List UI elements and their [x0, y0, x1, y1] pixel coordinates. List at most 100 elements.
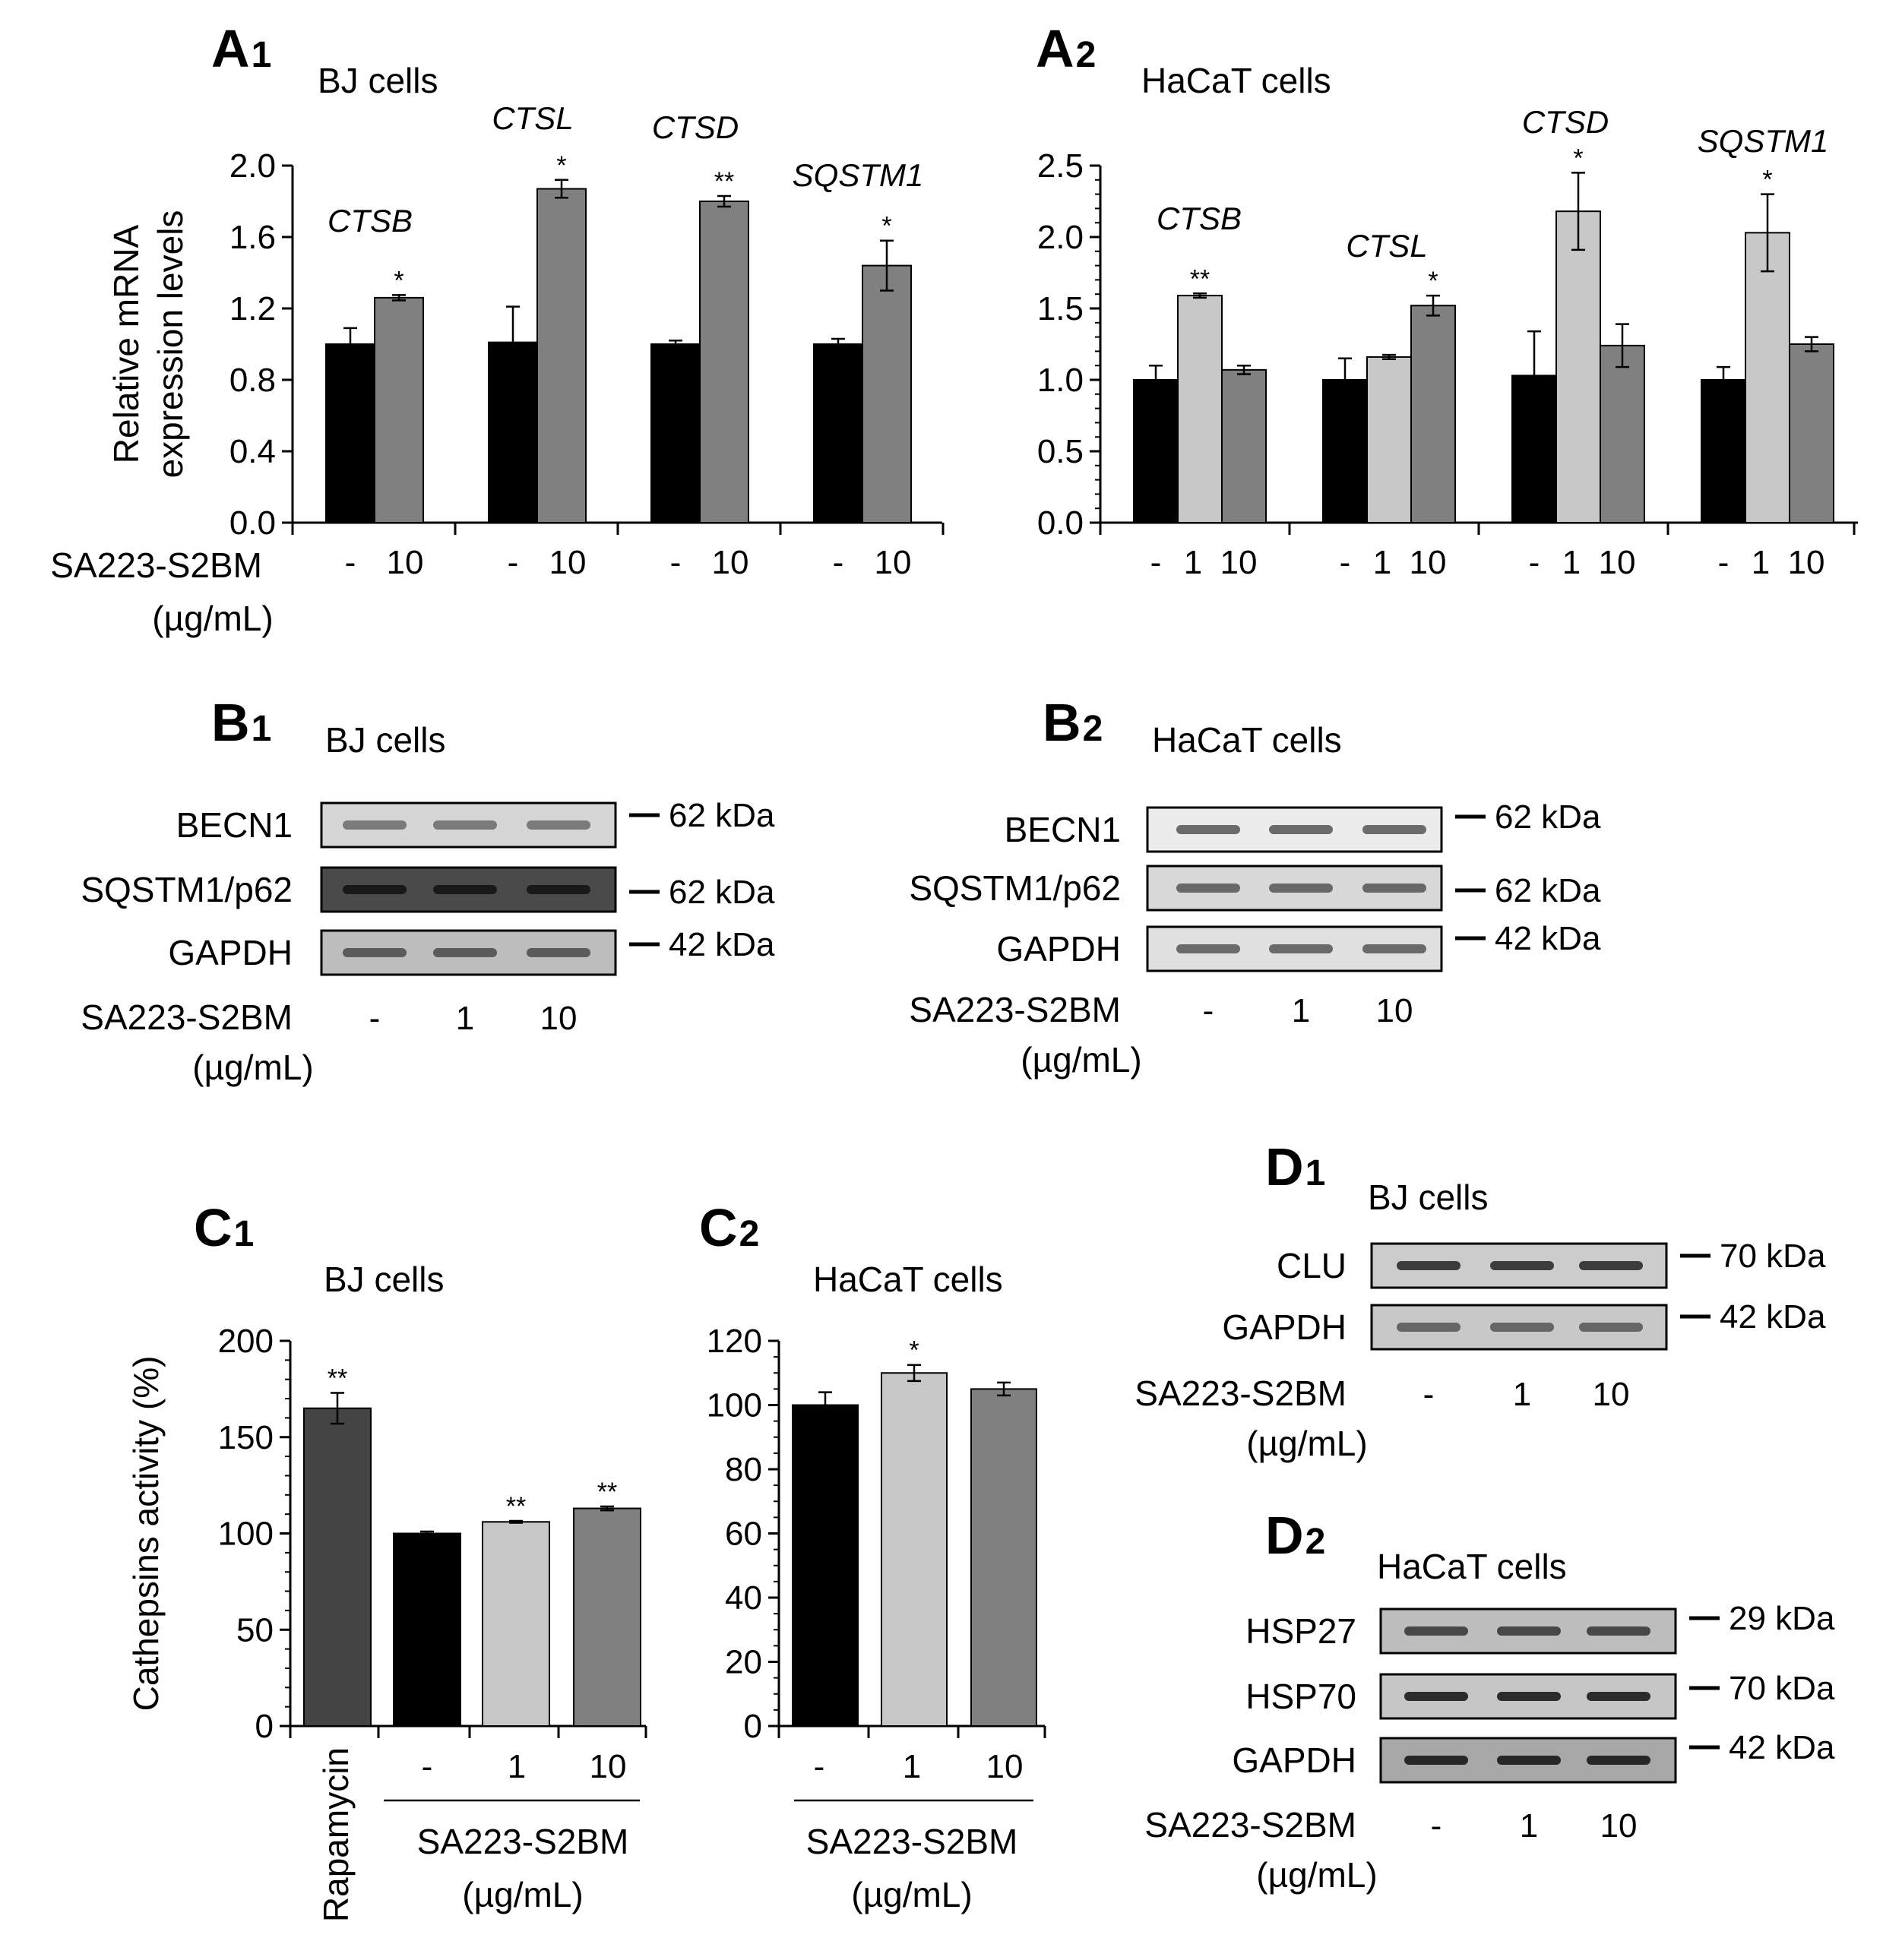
bar — [1555, 210, 1601, 523]
protein-label: BECN1 — [1005, 810, 1121, 849]
protein-label: GAPDH — [996, 929, 1121, 969]
panel-label-a1: A1 — [211, 19, 271, 78]
y-tick-label: 0.0 — [229, 504, 276, 542]
lane-label: 10 — [1600, 1807, 1638, 1845]
blot-band — [343, 948, 407, 957]
lane-label: 10 — [1593, 1376, 1630, 1413]
bar — [1177, 295, 1223, 523]
x-label-rapamycin: Rapamycin — [316, 1747, 356, 1922]
blot-band — [1490, 1323, 1554, 1332]
blot-row-gapdh — [1379, 1737, 1677, 1784]
dose-label: 1 — [508, 1748, 526, 1785]
dose-label: 1 — [903, 1748, 921, 1785]
bar — [303, 1407, 372, 1727]
blot-band — [1404, 1626, 1468, 1636]
blot-band — [1404, 1692, 1468, 1701]
significance-star: * — [909, 1336, 919, 1365]
y-tick-label: 0 — [255, 1708, 274, 1745]
blot-band — [1397, 1323, 1461, 1332]
panel-label-b2: B2 — [1043, 693, 1103, 752]
lane-label: - — [1431, 1807, 1442, 1845]
blot-band — [1176, 944, 1240, 953]
significance-star: * — [1762, 166, 1772, 194]
gene-label: CTSL — [492, 100, 573, 136]
unit-label: (µg/mL) — [1256, 1855, 1377, 1895]
bar — [881, 1372, 948, 1727]
protein-label: GAPDH — [1222, 1307, 1347, 1347]
blot-band — [1490, 1261, 1554, 1270]
kda-label: 70 kDa — [1729, 1670, 1835, 1707]
significance-star: ** — [597, 1478, 617, 1506]
kda-label: 29 kDa — [1729, 1600, 1835, 1637]
bar — [1410, 305, 1456, 523]
gene-label: CTSD — [652, 109, 739, 145]
blot-band — [1587, 1626, 1650, 1636]
unit-label: (µg/mL) — [462, 1875, 583, 1914]
protein-label: HSP27 — [1245, 1611, 1356, 1651]
y-tick-label: 1.5 — [1037, 290, 1084, 327]
blot-band — [1176, 884, 1240, 893]
gene-label: SQSTM1 — [1698, 123, 1829, 159]
y-tick-label: 100 — [707, 1387, 762, 1424]
bar — [792, 1404, 859, 1727]
unit-label: (µg/mL) — [1246, 1424, 1367, 1463]
significance-star: * — [556, 151, 566, 180]
bar — [536, 188, 587, 524]
kda-label: 62 kDa — [669, 874, 775, 911]
y-tick-label: 2.5 — [1037, 147, 1084, 185]
gene-label: CTSD — [1522, 104, 1609, 140]
protein-label: BECN1 — [176, 805, 293, 845]
panel-title-a1: BJ cells — [318, 61, 438, 100]
bar — [1789, 343, 1834, 523]
significance-star: ** — [506, 1492, 526, 1521]
blot-band — [433, 820, 497, 830]
y-tick-label: 100 — [218, 1516, 274, 1553]
unit-label: (µg/mL) — [192, 1048, 313, 1087]
kda-label: 62 kDa — [669, 797, 775, 834]
blot-band — [343, 885, 407, 894]
dose-label: 10 — [1599, 544, 1636, 581]
treatment-label: SA223-S2BM — [81, 997, 293, 1037]
bar — [1600, 344, 1645, 523]
y-tick-label: 1.2 — [229, 290, 276, 327]
lane-label: - — [1423, 1376, 1435, 1413]
dose-label: 10 — [1220, 544, 1258, 581]
blot-band — [1404, 1756, 1468, 1765]
blot-row-sqstm1-p62 — [1146, 865, 1443, 912]
kda-label: 42 kDa — [669, 926, 775, 963]
panel-title-c2: HaCaT cells — [813, 1260, 1003, 1299]
y-tick-label: 0 — [744, 1708, 762, 1745]
blot-band — [1587, 1756, 1650, 1765]
dose-label: - — [1340, 544, 1351, 581]
panel-label-a2: A2 — [1036, 19, 1096, 78]
dose-label: - — [1529, 544, 1540, 581]
significance-star: ** — [714, 167, 734, 196]
y-tick-label: 60 — [725, 1516, 762, 1553]
kda-label: 42 kDa — [1720, 1298, 1826, 1336]
y-tick-label: 0.0 — [1037, 504, 1084, 542]
lane-label: 10 — [540, 1000, 578, 1037]
significance-star: * — [1428, 267, 1438, 296]
significance-star: * — [881, 212, 891, 241]
blot-row-hsp70 — [1379, 1673, 1677, 1720]
blot-band — [1362, 944, 1426, 953]
bar — [1366, 356, 1412, 524]
blot-band — [433, 948, 497, 957]
y-axis-label: Cathepsins activity (%) — [126, 1356, 166, 1712]
panel-label-b1: B1 — [211, 693, 271, 752]
dose-label: - — [814, 1748, 825, 1785]
dose-label: - — [833, 544, 844, 581]
y-tick-label: 0.5 — [1037, 433, 1084, 470]
panel-title-b2: HaCaT cells — [1152, 720, 1342, 760]
bar — [862, 264, 912, 523]
blot-row-becn1 — [1146, 806, 1443, 853]
lane-label: - — [1203, 992, 1214, 1029]
blot-band — [527, 820, 590, 830]
dose-label: 1 — [1373, 544, 1391, 581]
lane-label: 1 — [1513, 1376, 1531, 1413]
y-tick-label: 80 — [725, 1451, 762, 1488]
y-tick-label: 1.6 — [229, 219, 276, 256]
lane-label: 1 — [1520, 1807, 1538, 1845]
gene-label: CTSL — [1346, 228, 1427, 264]
blot-band — [1269, 944, 1333, 953]
